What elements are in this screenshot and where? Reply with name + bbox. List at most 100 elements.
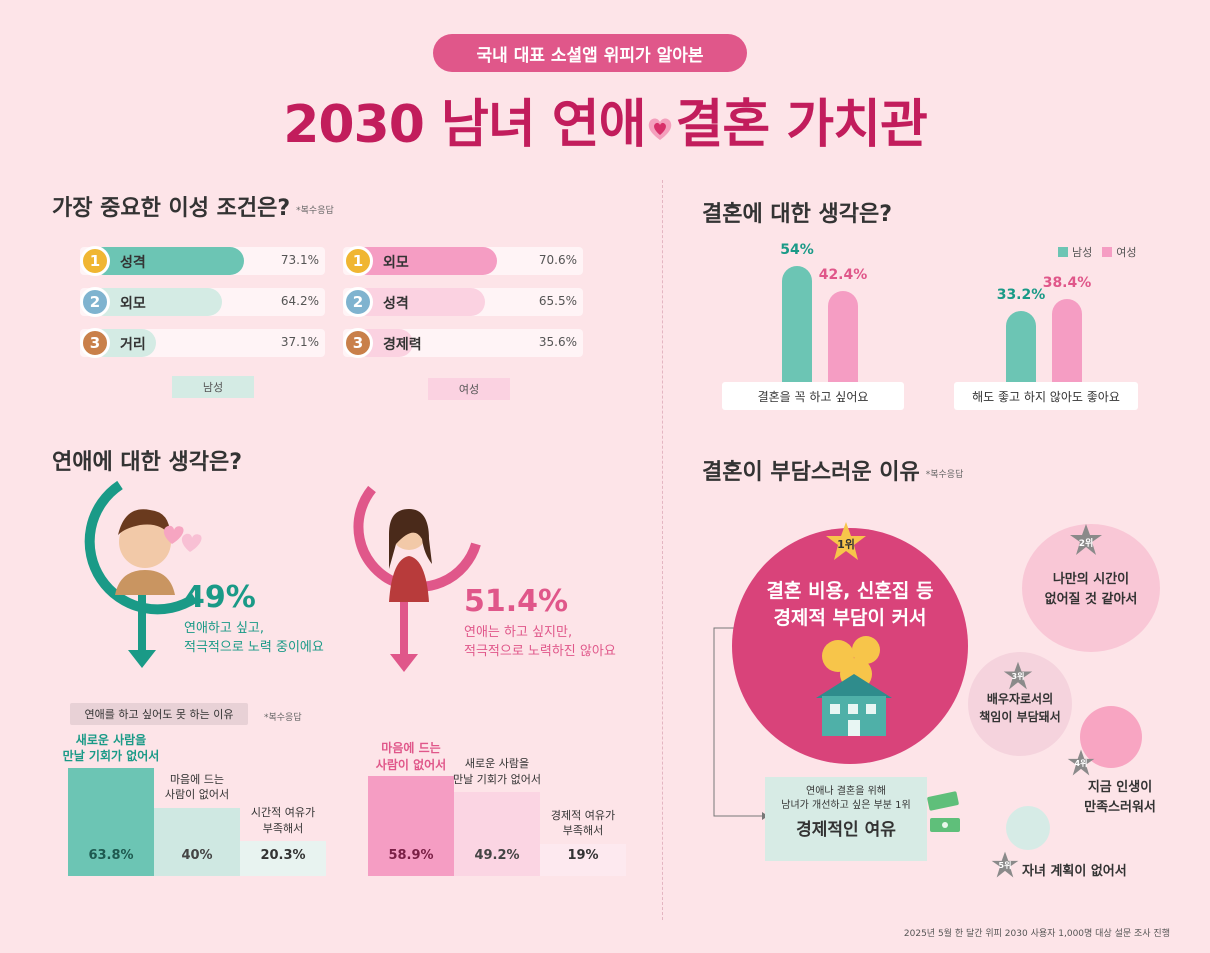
reason-label: 새로운 사람을 만날 기회가 없어서 — [453, 757, 541, 786]
page-title: 2030 남녀 연애 결혼 가치관 — [200, 82, 1010, 157]
title-left: 2030 남녀 연애 — [283, 95, 646, 155]
reason-label: 경제적 여유가 부족해서 — [550, 808, 616, 838]
rank-label: 외모 — [383, 255, 409, 271]
footer-note: 2025년 5월 한 달간 위피 2030 사용자 1,000명 대상 설문 조… — [903, 929, 1170, 939]
rank-value: 37.1% — [280, 335, 319, 349]
rank-row: 1 외모 70.6% — [343, 244, 583, 278]
rank2-label: 2위 — [1078, 539, 1094, 549]
rank5-text: 자녀 계획이 없어서 — [1022, 864, 1127, 879]
improvement-box: 연애나 결혼을 위해 남녀가 개선하고 싶은 부분 1위 경제적인 여유 — [765, 777, 927, 861]
money-icon — [927, 791, 960, 832]
rank2-text: 나만의 시간이 없어질 것 같아서 — [1044, 572, 1138, 607]
marriage-category: 결혼을 꼭 하고 싶어요 — [722, 382, 904, 410]
marriage-bar — [782, 265, 812, 382]
reason-value: 63.8% — [88, 848, 134, 863]
rank-bar — [353, 247, 497, 275]
rank4-star-icon — [1067, 749, 1095, 776]
reason-value: 40% — [181, 848, 213, 863]
marriage-value: 33.2% — [996, 286, 1046, 303]
female-love-pct: 51.4% — [464, 584, 569, 619]
rank3-text: 배우자로서의 책임이 부담돼서 — [979, 692, 1061, 724]
rank2-star-icon — [1070, 524, 1102, 555]
rank-medal-icon: 1 — [80, 246, 110, 276]
reason-label: 새로운 사람을 만날 기회가 없어서 — [62, 732, 160, 764]
rank4-text: 지금 인생이 만족스러워서 — [1084, 780, 1156, 815]
legend-swatch-male — [1058, 247, 1068, 257]
reason-bar — [368, 775, 454, 876]
rank-label: 외모 — [120, 296, 146, 312]
male-love-desc: 연애하고 싶고, 적극적으로 노력 중이에요 — [184, 621, 324, 655]
rank3-label: 3위 — [1011, 672, 1025, 681]
reason-bar — [454, 792, 540, 876]
reason-note: *복수응답 — [264, 713, 302, 723]
heart-icon — [649, 118, 672, 140]
rank-bar — [90, 288, 222, 316]
marriage-value: 42.4% — [818, 266, 868, 283]
reason-value: 49.2% — [474, 848, 520, 863]
rank3-star-icon — [1003, 661, 1033, 690]
section-title-conditions: 가장 중요한 이성 조건은? *복수응답 — [52, 196, 334, 221]
rank-medal-icon: 2 — [343, 287, 373, 317]
marriage-bar — [1006, 310, 1036, 382]
reason-bar — [240, 841, 326, 876]
female-love-desc: 연애는 하고 싶지만, 적극적으로 노력하진 않아요 — [464, 625, 616, 659]
rank-label: 성격 — [383, 296, 409, 312]
rank-label: 경제력 — [383, 337, 422, 353]
rank-value: 70.6% — [538, 253, 577, 267]
reason-bar — [540, 843, 626, 876]
rank-row: 1 성격 73.1% — [80, 244, 325, 278]
reason-label: 시간적 여유가 부족해서 — [250, 806, 316, 835]
rank4-label: 4위 — [1074, 759, 1088, 768]
legend-swatch-female — [1102, 247, 1113, 257]
rank-value: 64.2% — [280, 294, 319, 308]
section-title-marriage: 결혼에 대한 생각은? — [702, 202, 893, 227]
rank-bar — [353, 288, 485, 316]
marriage-value: 38.4% — [1042, 275, 1092, 292]
marriage-bar — [828, 290, 858, 382]
legend-male: 남성 — [172, 376, 254, 398]
marriage-legend: 남성 여성 — [1058, 244, 1137, 260]
rank-row: 2 외모 64.2% — [80, 285, 325, 319]
center-divider — [662, 180, 663, 920]
rank1-star-icon — [826, 522, 866, 560]
rank4-bubble — [1080, 706, 1142, 768]
header-pill: 국내 대표 소셜앱 위피가 알아본 — [433, 34, 747, 72]
rank-row: 2 성격 65.5% — [343, 285, 583, 319]
reason-label: 마음에 드는 사람이 없어서 — [375, 740, 447, 772]
rank-medal-icon: 1 — [343, 246, 373, 276]
marriage-category: 해도 좋고 하지 않아도 좋아요 — [954, 382, 1138, 410]
rank-medal-icon: 2 — [80, 287, 110, 317]
rank-label: 거리 — [120, 337, 146, 353]
reason-value: 58.9% — [388, 848, 434, 863]
reason-value: 19% — [567, 848, 599, 863]
rank-label: 성격 — [120, 255, 146, 271]
rank1-label: 1위 — [837, 538, 855, 551]
female-figure-icon — [353, 485, 481, 672]
rank-row: 3 경제력 35.6% — [343, 326, 583, 360]
rank-row: 3 거리 37.1% — [80, 326, 325, 360]
title-right: 결혼 가치관 — [675, 95, 927, 155]
male-love-pct: 49% — [184, 580, 256, 615]
reason-label: 마음에 드는 사람이 없어서 — [164, 773, 230, 802]
male-figure-icon — [84, 480, 198, 668]
rank-value: 35.6% — [538, 335, 577, 349]
reason-value: 20.3% — [260, 848, 306, 863]
legend-female: 여성 — [428, 378, 510, 400]
reason-bar — [154, 808, 240, 876]
reason-tag: 연애를 하고 싶어도 못 하는 이유 — [70, 703, 248, 725]
rank-medal-icon: 3 — [343, 328, 373, 358]
reason-bar — [68, 767, 154, 876]
rank-medal-icon: 3 — [80, 328, 110, 358]
marriage-bar — [1052, 299, 1082, 382]
heart-balloons-icon — [163, 525, 202, 552]
rank5-label: 5위 — [998, 861, 1012, 870]
rank5-star-icon — [991, 851, 1019, 878]
rank-bar — [90, 247, 244, 275]
rank1-text: 결혼 비용, 신혼집 등 경제적 부담이 커서 — [766, 580, 934, 629]
house-money-icon — [816, 636, 892, 736]
section-title-burden: 결혼이 부담스러운 이유 *복수응답 — [702, 460, 964, 485]
marriage-value: 54% — [780, 241, 814, 258]
section-title-love: 연애에 대한 생각은? — [52, 450, 243, 475]
rank-value: 65.5% — [538, 294, 577, 308]
rank5-bubble — [1006, 806, 1050, 850]
